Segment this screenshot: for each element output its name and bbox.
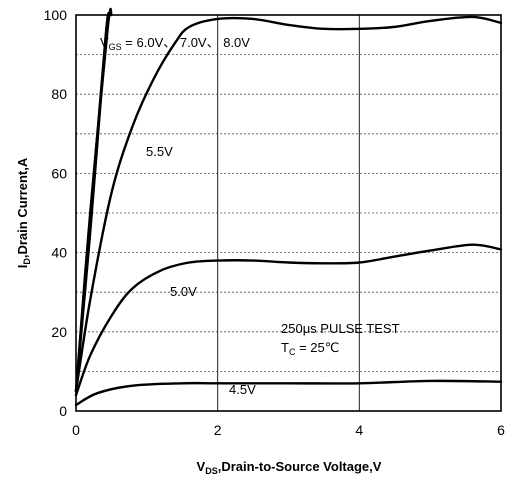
series-line-8-0v	[74, 7, 113, 393]
y-tick-label: 80	[51, 86, 67, 102]
y-tick-label: 40	[51, 245, 67, 261]
x-axis-label: VDS,Drain-to-Source Voltage,V	[197, 459, 382, 476]
y-axis-label: ID,Drain Current,A	[15, 157, 32, 268]
label-4.5v: 4.5V	[229, 382, 256, 397]
vgs-label: VGS = 6.0V、 7.0V、 8.0V	[100, 35, 250, 52]
x-tick-label: 0	[72, 422, 80, 438]
label-5.5v: 5.5V	[146, 144, 173, 159]
label-5.0v: 5.0V	[170, 284, 197, 299]
y-tick-label: 100	[44, 7, 68, 23]
y-tick-label: 0	[59, 403, 67, 419]
y-tick-label: 20	[51, 324, 67, 340]
plot-frame	[75, 14, 502, 412]
tc-label: TC = 25℃	[281, 340, 339, 357]
x-tick-label: 2	[214, 422, 222, 438]
series-line-4-5v	[74, 379, 503, 407]
series-line-5-0v	[74, 243, 503, 397]
curves	[74, 7, 503, 407]
x-tick-label: 6	[497, 422, 505, 438]
pulse-test-label: 250μs PULSE TEST	[281, 321, 400, 336]
x-tick-label: 4	[355, 422, 363, 438]
grid	[76, 15, 501, 411]
y-tick-label: 60	[51, 165, 67, 181]
series-line-5-5v	[74, 15, 503, 393]
